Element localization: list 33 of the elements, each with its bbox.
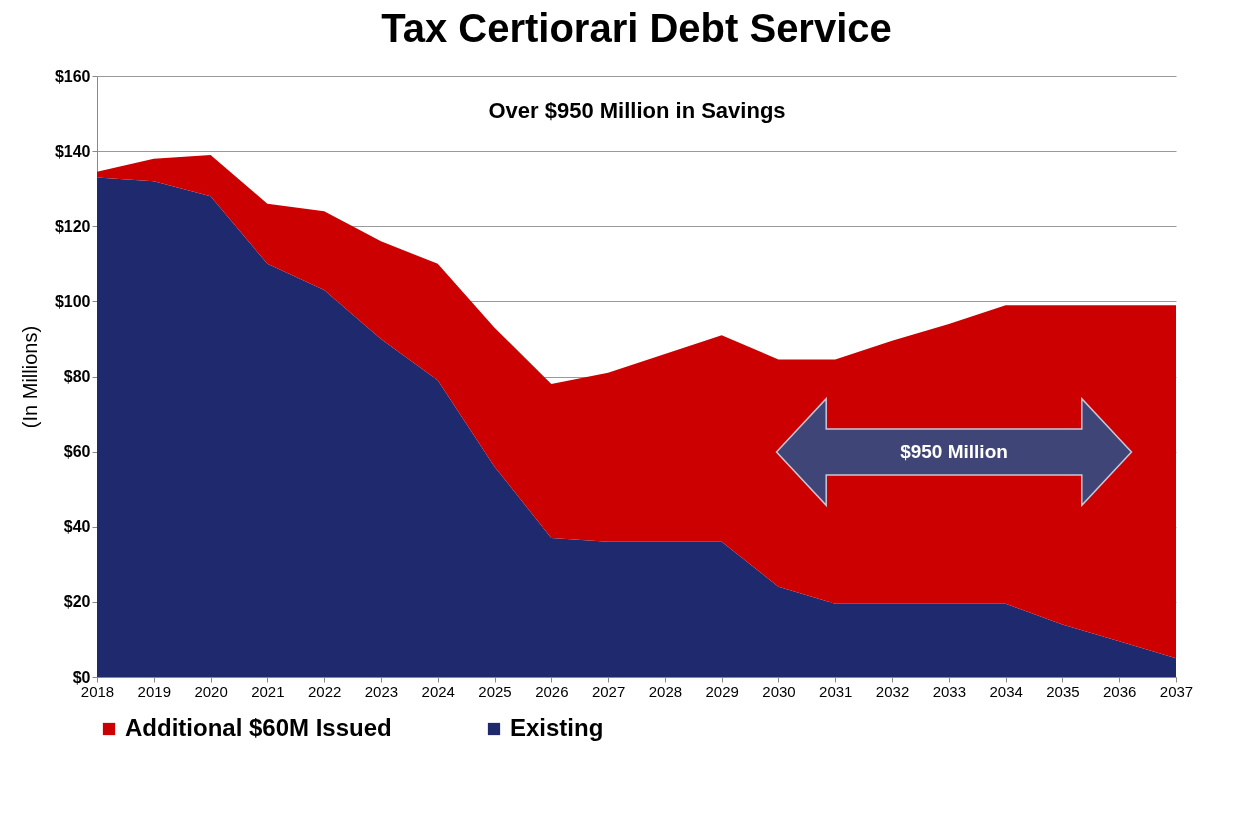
x-tick-label: 2019 xyxy=(137,682,171,700)
x-tick-label: 2024 xyxy=(421,682,455,700)
x-tick-label: 2028 xyxy=(648,682,683,700)
chart-title: Tax Certiorari Debt Service xyxy=(381,6,892,50)
x-tick-label: 2021 xyxy=(251,682,285,700)
y-tick-label: $120 xyxy=(54,217,91,235)
legend-label: Existing xyxy=(510,714,604,741)
x-tick-label: 2037 xyxy=(1159,682,1194,700)
x-tick-label: 2027 xyxy=(591,682,626,700)
y-tick-label: $100 xyxy=(54,292,91,310)
x-tick-label: 2023 xyxy=(364,682,399,700)
y-tick-label: $60 xyxy=(63,443,91,461)
x-tick-label: 2036 xyxy=(1103,682,1137,700)
x-tick-label: 2033 xyxy=(932,682,967,700)
y-tick-label: $160 xyxy=(54,67,91,85)
x-tick-label: 2035 xyxy=(1046,682,1080,700)
annotation: $950 Million xyxy=(900,441,1008,462)
y-tick-label: $80 xyxy=(63,368,91,385)
x-tick-label: 2031 xyxy=(819,682,853,700)
x-tick-label: 2025 xyxy=(478,682,512,700)
legend-label: Additional $60M Issued xyxy=(125,714,392,741)
annotation: Over $950 Million in Savings xyxy=(488,98,786,123)
y-tick-label: $40 xyxy=(63,518,91,536)
x-tick-label: 2026 xyxy=(535,682,569,700)
x-tick-label: 2029 xyxy=(705,682,739,700)
x-tick-label: 2030 xyxy=(762,682,796,700)
x-tick-label: 2034 xyxy=(989,682,1023,700)
y-axis-title: (In Millions) xyxy=(18,325,41,429)
x-tick-label: 2022 xyxy=(307,682,342,700)
x-tick-label: 2032 xyxy=(875,682,910,700)
y-tick-label: $140 xyxy=(54,142,91,160)
y-tick-label: $20 xyxy=(63,593,91,611)
x-tick-label: 2020 xyxy=(194,682,228,700)
